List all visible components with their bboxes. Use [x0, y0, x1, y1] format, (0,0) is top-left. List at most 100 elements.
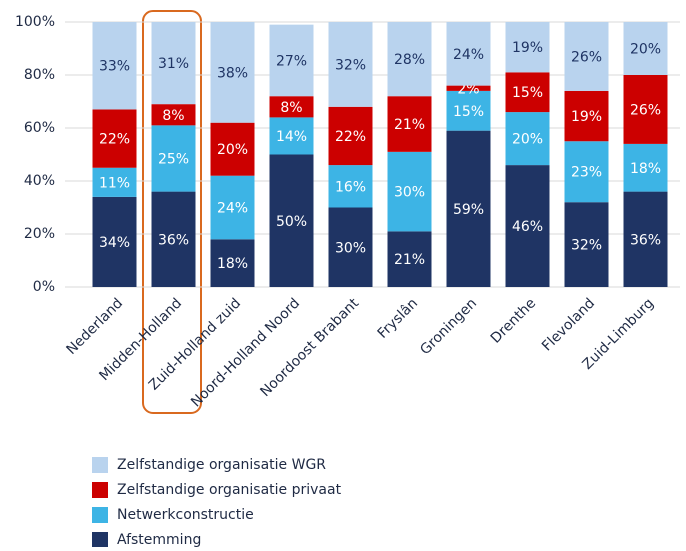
data-label: 46%: [512, 219, 543, 235]
bar-segment: [92, 109, 137, 168]
bar-segment: [151, 125, 196, 192]
legend-swatch: [92, 482, 108, 498]
bar-segment: [210, 22, 255, 123]
bar-segment: [387, 22, 432, 97]
data-label: 20%: [630, 42, 661, 58]
data-label: 30%: [335, 240, 366, 256]
data-label: 15%: [453, 104, 484, 120]
legend-swatch: [92, 532, 108, 548]
data-label: 24%: [453, 47, 484, 63]
data-label: 32%: [335, 57, 366, 73]
data-label: 8%: [162, 108, 184, 124]
bar-segment: [210, 239, 255, 287]
bar-segment: [564, 202, 609, 287]
data-label: 36%: [158, 232, 189, 248]
data-label: 22%: [99, 132, 130, 148]
data-label: 33%: [99, 59, 130, 75]
x-tick-label: Drenthe: [488, 295, 539, 346]
bar-segment: [387, 151, 432, 232]
data-label: 19%: [571, 109, 602, 125]
bar-segment: [446, 85, 491, 91]
bar-segment: [505, 72, 550, 113]
data-label: 21%: [394, 117, 425, 133]
bar-segment: [623, 191, 668, 287]
bar-segment: [328, 165, 373, 208]
y-tick-label: 0%: [33, 279, 55, 295]
bar-segment: [151, 104, 196, 126]
data-label: 8%: [280, 100, 302, 116]
data-label: 24%: [217, 201, 248, 217]
data-label: 25%: [158, 151, 189, 167]
bar-segment: [328, 207, 373, 287]
data-label: 18%: [630, 161, 661, 177]
data-label: 34%: [99, 235, 130, 251]
bar-segment: [623, 22, 668, 75]
x-tick-label: Fryslân: [375, 295, 421, 341]
bar-segment: [151, 22, 196, 105]
bar-segment: [269, 154, 314, 287]
x-tick-label: Groningen: [417, 295, 480, 358]
bar-segment: [269, 24, 314, 97]
data-label: 23%: [571, 165, 602, 181]
data-label: 31%: [158, 56, 189, 72]
bar-segment: [623, 143, 668, 192]
data-label: 27%: [276, 53, 307, 69]
y-tick-label: 40%: [24, 173, 55, 189]
x-tick-label: Noord-Holland Noord: [188, 295, 303, 410]
data-label: 26%: [571, 49, 602, 65]
data-label: 28%: [394, 52, 425, 68]
bar-segment: [328, 106, 373, 166]
bar-segment: [505, 22, 550, 73]
data-label: 22%: [335, 129, 366, 145]
x-tick-label: Flevoland: [539, 295, 598, 354]
data-label: 15%: [512, 85, 543, 101]
bar-segment: [387, 96, 432, 152]
legend-swatch: [92, 457, 108, 473]
data-label: 14%: [276, 129, 307, 145]
bar-segment: [92, 167, 137, 197]
legend-swatch: [92, 507, 108, 523]
bar-segment: [387, 231, 432, 287]
data-label: 19%: [512, 40, 543, 56]
bar-segment: [328, 22, 373, 107]
y-tick-label: 20%: [24, 226, 55, 242]
data-label: 26%: [630, 102, 661, 118]
bar-segment: [446, 22, 491, 86]
bar-segment: [92, 196, 137, 287]
data-label: 18%: [217, 256, 248, 272]
data-label: 11%: [99, 175, 130, 191]
highlight-box: [142, 10, 202, 414]
bar-segment: [564, 22, 609, 91]
legend-label: Netwerkconstructie: [117, 507, 254, 523]
bar-segment: [446, 130, 491, 287]
bar-segment: [151, 191, 196, 287]
data-label: 59%: [453, 202, 484, 218]
y-tick-label: 60%: [24, 120, 55, 136]
data-label: 30%: [394, 185, 425, 201]
bar-segment: [269, 96, 314, 118]
data-label: 32%: [571, 238, 602, 254]
data-label: 20%: [217, 142, 248, 158]
legend-label: Afstemming: [117, 532, 201, 547]
bar-segment: [210, 175, 255, 240]
bar-segment: [446, 90, 491, 131]
data-label: 21%: [394, 252, 425, 268]
bar-segment: [564, 141, 609, 203]
bar-segment: [505, 165, 550, 287]
data-label: 16%: [335, 179, 366, 195]
legend-label: Zelfstandige organisatie WGR: [117, 457, 326, 473]
data-label: 38%: [217, 65, 248, 81]
bar-segment: [269, 117, 314, 155]
bar-segment: [623, 75, 668, 144]
bar-segment: [564, 90, 609, 142]
data-label: 50%: [276, 214, 307, 230]
bar-segment: [92, 22, 137, 110]
bar-segment: [210, 122, 255, 176]
data-label: 36%: [630, 232, 661, 248]
x-tick-label: Noordoost Brabant: [257, 295, 362, 400]
x-tick-label: Nederland: [64, 295, 127, 358]
legend-label: Zelfstandige organisatie privaat: [117, 482, 342, 498]
data-label: 20%: [512, 132, 543, 148]
y-tick-label: 80%: [24, 67, 55, 83]
